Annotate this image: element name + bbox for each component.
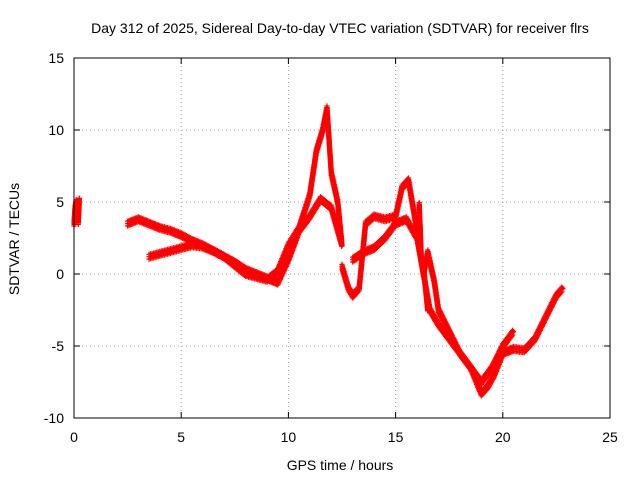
x-tick-label: 25 xyxy=(602,429,618,445)
y-tick-label: 15 xyxy=(48,50,64,66)
data-point xyxy=(425,307,431,313)
data-point xyxy=(559,289,565,295)
y-tick-label: 5 xyxy=(56,194,64,210)
data-series xyxy=(71,103,566,399)
series-segment-3 xyxy=(146,194,345,288)
data-point xyxy=(510,332,516,338)
series-segment-1 xyxy=(71,195,82,229)
data-point xyxy=(355,289,361,295)
data-point xyxy=(510,329,517,335)
series-segment-5 xyxy=(350,214,517,387)
y-tick-label: 10 xyxy=(48,122,64,138)
data-point xyxy=(560,285,566,291)
chart-title: Day 312 of 2025, Sidereal Day-to-day VTE… xyxy=(91,20,589,36)
series-segment-4 xyxy=(339,175,566,399)
y-tick-label: -5 xyxy=(52,338,65,354)
x-axis-label: GPS time / hours xyxy=(287,457,394,473)
series-segment-2 xyxy=(125,103,345,285)
data-point xyxy=(558,290,564,296)
series-segment-6 xyxy=(416,199,431,314)
axis-ticks: 0 5 10 15 20 25 -10 -5 0 5 10 15 xyxy=(44,50,618,445)
x-tick-label: 5 xyxy=(177,429,185,445)
plot-frame xyxy=(73,57,611,419)
y-axis-label: SDTVAR / TECUs xyxy=(6,183,22,295)
y-tick-label: -10 xyxy=(44,410,64,426)
x-tick-label: 15 xyxy=(388,429,404,445)
data-point xyxy=(339,242,345,248)
x-tick-label: 0 xyxy=(70,429,78,445)
x-tick-label: 10 xyxy=(281,429,297,445)
y-tick-label: 0 xyxy=(56,266,64,282)
x-tick-label: 20 xyxy=(495,429,511,445)
data-point xyxy=(76,196,82,202)
